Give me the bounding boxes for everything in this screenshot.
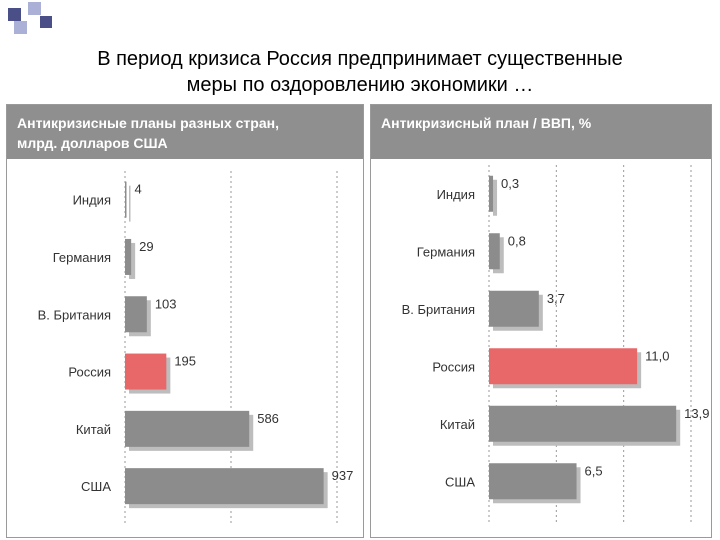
deco-square: [40, 16, 52, 28]
deco-square: [14, 21, 27, 34]
chart-title-line2: млрд. долларов США: [17, 135, 168, 151]
bar: [125, 181, 127, 218]
value-label: 29: [139, 239, 153, 254]
bar: [125, 238, 132, 275]
chart-title-line1: Антикризисные планы разных стран,: [17, 115, 279, 131]
value-label: 0,3: [501, 176, 519, 191]
chart-title-line1: Антикризисный план / ВВП, %: [381, 115, 592, 131]
bar: [489, 233, 500, 270]
category-label: Китай: [76, 422, 111, 437]
value-label: 103: [155, 296, 177, 311]
bar: [489, 463, 577, 500]
bar: [125, 296, 147, 333]
value-label: 195: [174, 354, 196, 369]
category-label: Германия: [53, 250, 111, 265]
category-label: В. Британия: [402, 302, 475, 317]
value-label: 11,0: [645, 348, 669, 363]
category-label: Индия: [73, 193, 111, 208]
bar: [489, 175, 494, 212]
bar: [489, 290, 539, 327]
category-label: Китай: [440, 417, 475, 432]
bar: [125, 410, 250, 447]
value-label: 937: [332, 468, 354, 483]
bar: [125, 468, 324, 505]
deco-square: [8, 8, 21, 21]
bar: [125, 353, 167, 390]
category-label: США: [81, 479, 111, 494]
bar-shadow: [129, 185, 131, 222]
value-label: 13,9: [684, 406, 709, 421]
category-label: США: [445, 474, 475, 489]
chart-header: Антикризисные планы разных стран, млрд. …: [7, 105, 363, 159]
value-label: 3,7: [547, 291, 565, 306]
category-label: Германия: [417, 244, 475, 259]
category-label: Россия: [68, 365, 111, 380]
chart-absolute: Индия 4 Германия 29 В. Британия 103 Россия 195 К…: [38, 171, 354, 523]
deco-square: [28, 2, 41, 15]
chart-panel-gdp-share: Антикризисный план / ВВП, % Индия 0,3 Герм…: [370, 104, 712, 538]
value-label: 0,8: [508, 233, 526, 248]
title-decoration: [8, 2, 52, 34]
bar-shadow: [129, 242, 136, 279]
chart-header: Антикризисный план / ВВП, %: [371, 105, 711, 159]
category-label: В. Британия: [38, 307, 111, 322]
bar: [489, 405, 677, 442]
value-label: 6,5: [585, 463, 603, 478]
chart-panel-absolute: Антикризисные планы разных стран, млрд. …: [6, 104, 364, 538]
category-label: Индия: [437, 187, 475, 202]
bar-shadow: [493, 179, 498, 216]
value-label: 586: [257, 411, 279, 426]
slide-title: В период кризиса Россия предпринимает су…: [20, 46, 700, 98]
chart-gdp-share: Индия 0,3 Германия 0,8 В. Британия 3,7 Россия 1…: [402, 165, 709, 523]
slide-title-line2: меры по оздоровлению экономики …: [186, 74, 534, 96]
slide-title-line1: В период кризиса Россия предпринимает су…: [97, 48, 623, 70]
bar: [489, 348, 638, 385]
category-label: Россия: [432, 359, 475, 374]
value-label: 4: [135, 182, 142, 197]
